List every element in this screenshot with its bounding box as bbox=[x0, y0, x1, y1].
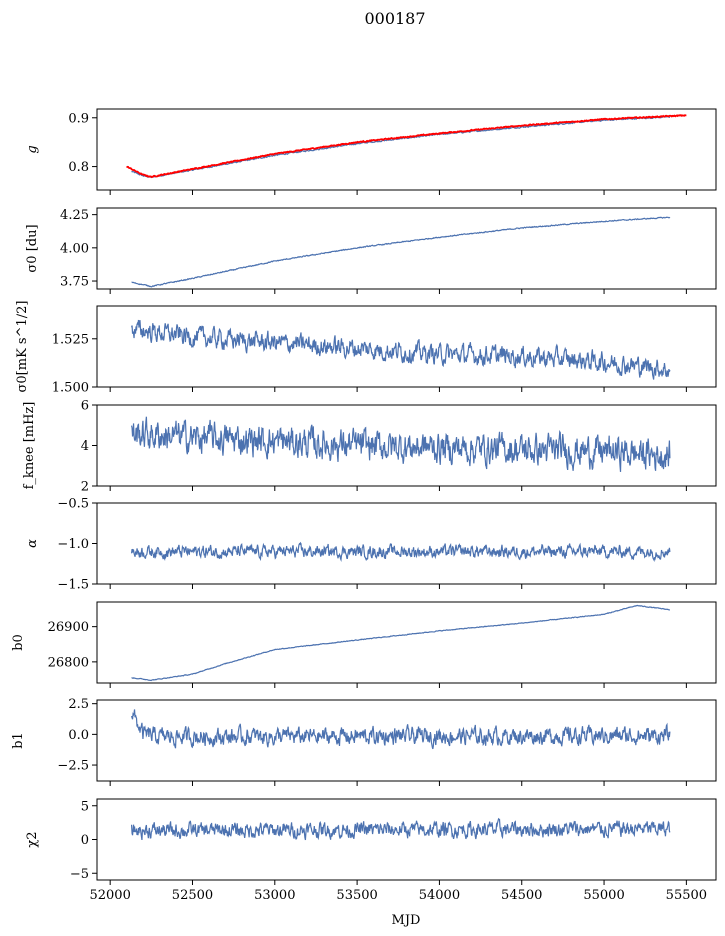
y-axis-label: σ0 [du] bbox=[25, 224, 40, 272]
y-tick-label: 0 bbox=[81, 833, 89, 848]
axes-frame bbox=[96, 601, 717, 684]
series-line bbox=[131, 115, 671, 179]
y-tick-label: 1.525 bbox=[52, 332, 89, 347]
series-line bbox=[131, 604, 670, 682]
series-line bbox=[130, 541, 671, 562]
y-tick-label: 26800 bbox=[48, 655, 89, 670]
y-tick-label: 0.9 bbox=[68, 111, 89, 126]
y-tick-label: −1.0 bbox=[57, 537, 89, 552]
y-axis-label: b0 bbox=[11, 634, 26, 651]
y-tick-label: −1.5 bbox=[57, 578, 89, 593]
y-axis-label: α bbox=[25, 539, 40, 548]
series-line bbox=[130, 817, 671, 841]
chart-title: 000187 bbox=[364, 9, 425, 28]
x-tick-label: 52000 bbox=[89, 888, 130, 903]
y-axis-label: g bbox=[25, 145, 40, 153]
y-axis-label: χ2 bbox=[25, 831, 40, 847]
axes-frame bbox=[96, 798, 717, 881]
axes-frame bbox=[96, 404, 717, 487]
y-tick-label: 0.0 bbox=[68, 728, 89, 743]
overlay-series-line bbox=[126, 114, 687, 179]
axes-frame bbox=[96, 305, 717, 388]
y-tick-label: 4.25 bbox=[60, 208, 89, 223]
panel-4: 2 4 6 f_knee [mHz] bbox=[22, 399, 717, 495]
y-tick-label: 26900 bbox=[48, 620, 89, 635]
panel-1: 0.8 0.9 g bbox=[25, 108, 717, 195]
y-tick-label: 6 bbox=[81, 399, 89, 414]
x-tick-label: 54500 bbox=[501, 888, 542, 903]
series-line bbox=[130, 319, 671, 380]
y-tick-label: 1.500 bbox=[52, 381, 89, 396]
y-tick-label: 0.8 bbox=[68, 160, 89, 175]
series-line bbox=[130, 416, 671, 472]
panels: 0.8 0.9 g 3.75 4.00 4.25 σ0 [du] 1.500 1.525 σ0[m… bbox=[11, 108, 717, 903]
panel-7: −2.5 0.0 2.5 b1 bbox=[11, 697, 717, 786]
x-tick-label: 55500 bbox=[666, 888, 707, 903]
panel-6: 26800 26900 b0 bbox=[11, 601, 717, 688]
axes-frame bbox=[96, 207, 717, 290]
y-tick-label: 2.5 bbox=[68, 697, 89, 712]
axes-frame bbox=[96, 502, 717, 585]
panel-8: −5 0 5 52000 52500 53000 53500 54000 54500 55000 5… bbox=[25, 798, 717, 903]
series-line bbox=[131, 216, 671, 288]
x-axis-label: MJD bbox=[392, 913, 421, 928]
x-tick-label: 52500 bbox=[172, 888, 213, 903]
x-tick-label: 54000 bbox=[419, 888, 460, 903]
y-tick-label: 3.75 bbox=[60, 275, 89, 290]
y-axis-label: σ0[mK s^1/2] bbox=[15, 301, 30, 393]
y-tick-label: 2 bbox=[81, 480, 89, 495]
x-tick-label: 53500 bbox=[336, 888, 377, 903]
x-tick-label: 55000 bbox=[583, 888, 624, 903]
y-tick-label: 4.00 bbox=[60, 241, 89, 256]
panel-5: −1.5 −1.0 −0.5 α bbox=[25, 497, 717, 593]
y-tick-label: 5 bbox=[81, 799, 89, 814]
y-tick-label: 4 bbox=[81, 439, 89, 454]
axes-frame bbox=[96, 699, 717, 782]
y-tick-label: −0.5 bbox=[57, 497, 89, 512]
x-tick-label: 53000 bbox=[254, 888, 295, 903]
y-axis-label: f_knee [mHz] bbox=[22, 402, 37, 490]
panel-2: 3.75 4.00 4.25 σ0 [du] bbox=[25, 207, 717, 294]
panel-3: 1.500 1.525 σ0[mK s^1/2] bbox=[15, 301, 717, 396]
y-tick-label: −5 bbox=[70, 867, 89, 882]
axes-frame bbox=[96, 108, 717, 191]
y-tick-label: −2.5 bbox=[57, 759, 89, 774]
y-axis-label: b1 bbox=[11, 732, 26, 749]
series-line bbox=[130, 709, 671, 750]
